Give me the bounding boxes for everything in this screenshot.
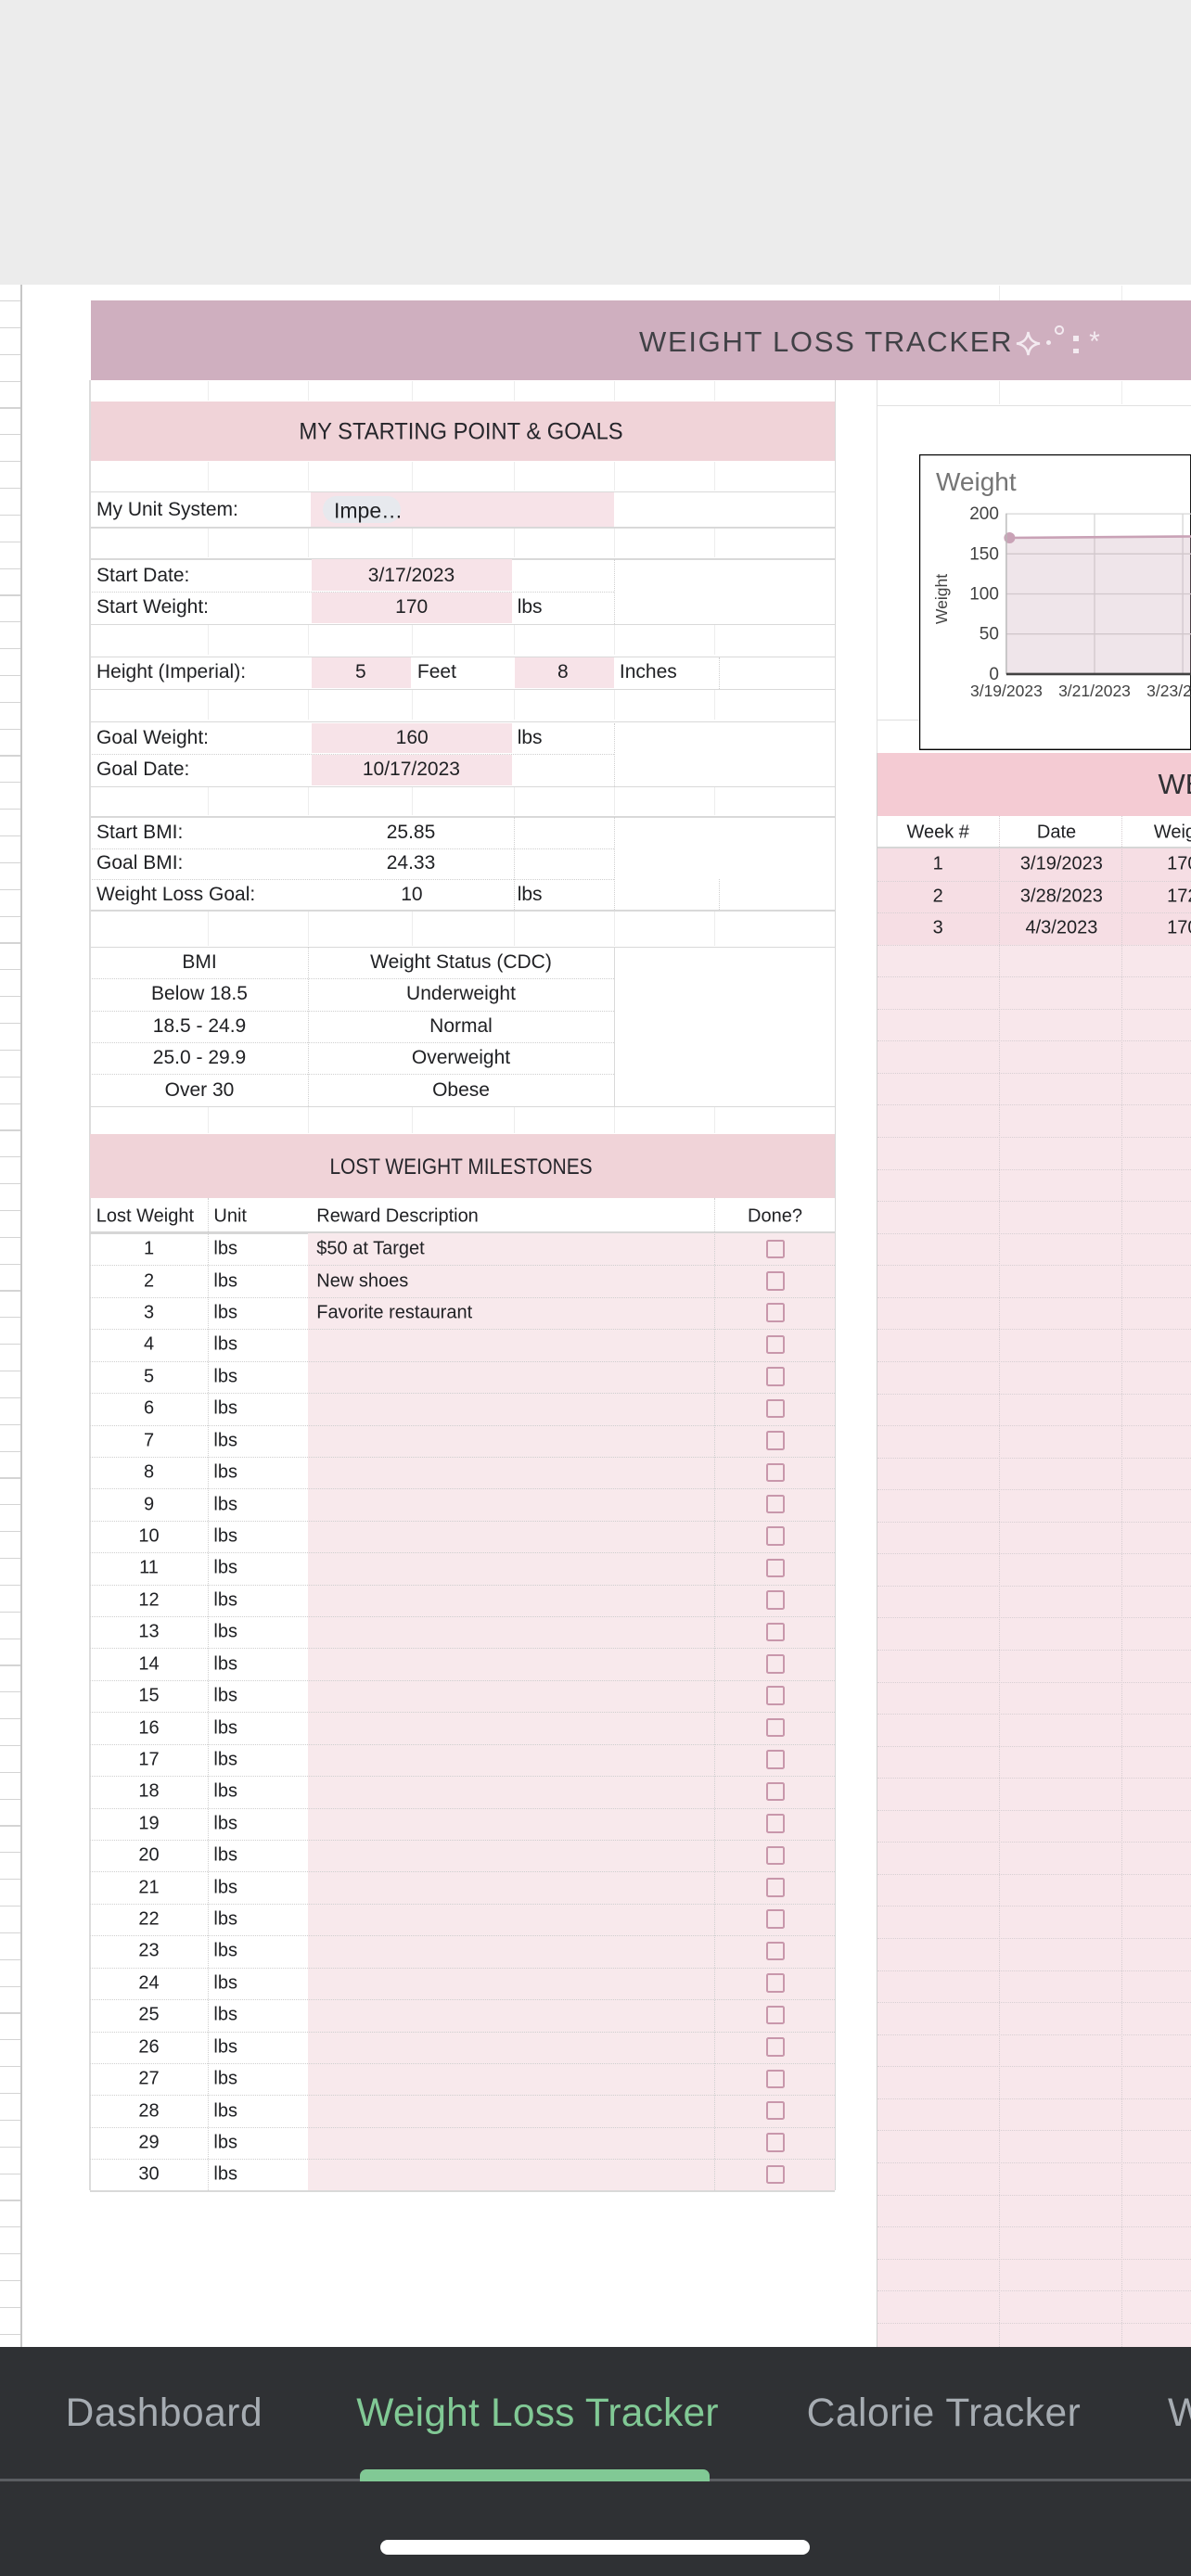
svg-text:0: 0 [989, 665, 999, 684]
svg-text:150: 150 [969, 544, 999, 564]
svg-text:Weight: Weight [936, 467, 1017, 496]
svg-text:200: 200 [969, 504, 999, 524]
svg-text:50: 50 [979, 624, 998, 644]
svg-text:3/21/2023: 3/21/2023 [1058, 682, 1131, 700]
svg-text:3/19/2023: 3/19/2023 [970, 682, 1043, 700]
svg-text:3/23/2023: 3/23/2023 [1146, 682, 1191, 700]
svg-text:100: 100 [969, 584, 999, 604]
svg-text:Weight: Weight [932, 573, 951, 623]
